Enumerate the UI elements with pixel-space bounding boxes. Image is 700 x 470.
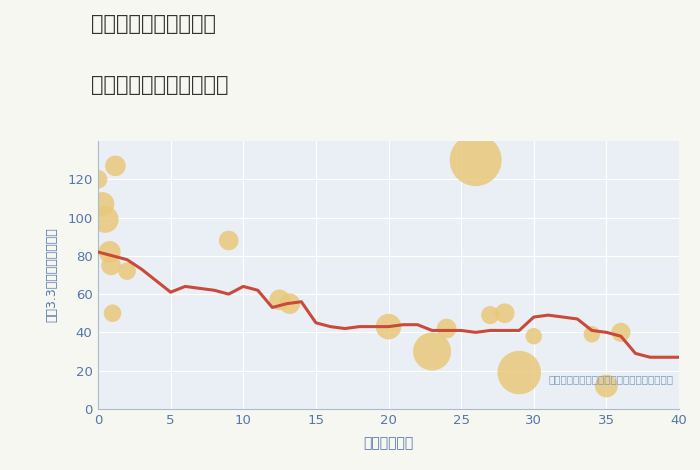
Point	[223, 237, 235, 244]
Point	[106, 262, 117, 269]
Point	[601, 382, 612, 390]
Point	[92, 175, 104, 183]
Point	[274, 296, 285, 304]
Point	[110, 162, 121, 170]
Point	[499, 309, 510, 317]
Point	[441, 325, 452, 332]
Point	[470, 157, 482, 164]
Point	[484, 312, 496, 319]
X-axis label: 築年数（年）: 築年数（年）	[363, 436, 414, 450]
Point	[284, 300, 295, 307]
Point	[426, 348, 438, 355]
Point	[587, 330, 598, 338]
Point	[615, 329, 626, 336]
Point	[99, 216, 111, 223]
Point	[383, 323, 394, 330]
Point	[514, 369, 525, 376]
Text: 築年数別中古戸建て価格: 築年数別中古戸建て価格	[91, 75, 228, 95]
Point	[122, 267, 133, 275]
Point	[104, 248, 116, 256]
Point	[528, 332, 539, 340]
Y-axis label: 坪（3.3㎡）単価（万円）: 坪（3.3㎡）単価（万円）	[46, 227, 59, 322]
Point	[97, 200, 108, 208]
Text: 円の大きさは、取引のあった物件面積を示す: 円の大きさは、取引のあった物件面積を示す	[548, 374, 673, 384]
Point	[107, 309, 118, 317]
Text: 愛知県弥富市稲狐町の: 愛知県弥富市稲狐町の	[91, 14, 216, 34]
